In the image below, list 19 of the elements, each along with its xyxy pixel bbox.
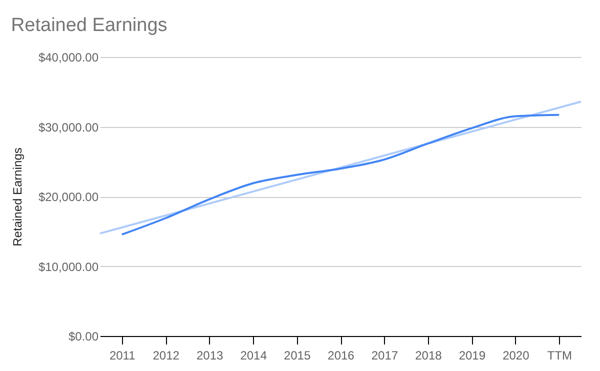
x-tick-label: 2015 — [284, 348, 311, 362]
y-tick-label: $0.00 — [68, 330, 99, 344]
line-series — [120, 114, 560, 236]
x-tick-label: 2017 — [371, 348, 398, 362]
y-axis-title: Retained Earnings — [10, 148, 24, 246]
y-tick-label: $30,000.00 — [38, 120, 99, 134]
y-tick-label: $40,000.00 — [38, 50, 99, 64]
x-tick-label: 2012 — [152, 348, 180, 362]
x-tick-label: 2013 — [196, 348, 224, 362]
x-tick-label: 2014 — [240, 348, 268, 362]
x-tick-label: 2011 — [109, 348, 136, 362]
x-tick-label: 2020 — [502, 348, 530, 362]
y-tick-label: $10,000.00 — [38, 260, 99, 274]
y-tick-label: $20,000.00 — [38, 190, 99, 204]
chart-title: Retained Earnings — [10, 15, 168, 36]
x-tick-label: 2018 — [415, 348, 442, 362]
x-tick-label: 2019 — [458, 348, 486, 362]
x-tick-label: 2016 — [328, 348, 355, 362]
x-tick-label: TTM — [547, 348, 572, 362]
